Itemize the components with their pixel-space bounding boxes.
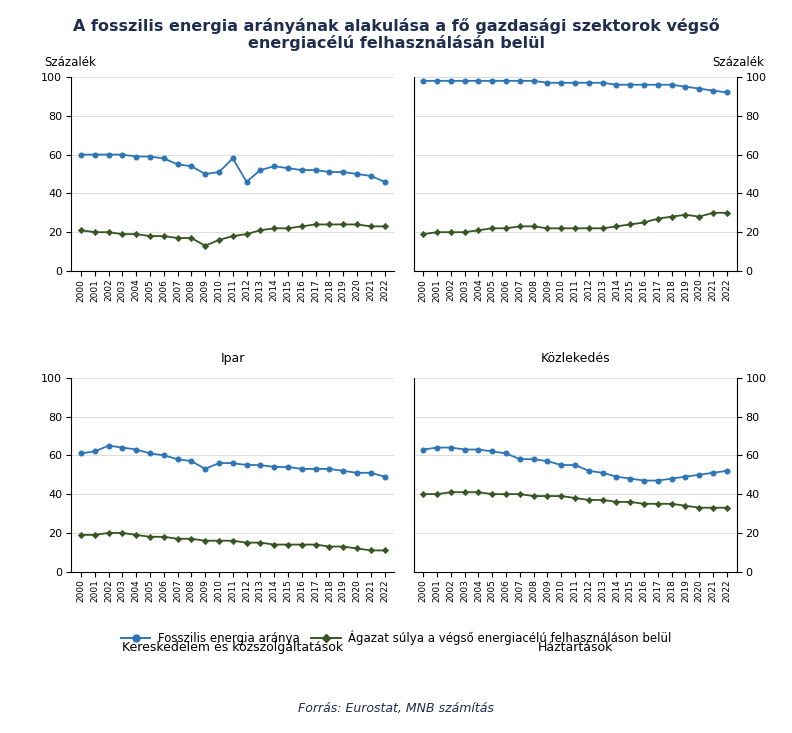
Text: A fosszilis energia arányának alakulása a fő gazdasági szektorok végső: A fosszilis energia arányának alakulása … — [73, 18, 719, 34]
Text: Forrás: Eurostat, MNB számítás: Forrás: Eurostat, MNB számítás — [298, 701, 494, 715]
X-axis label: Háztartások: Háztartások — [538, 641, 613, 654]
Legend: Fosszilis energia aránya, Ágazat súlya a végső energiacélú felhasználáson belül: Fosszilis energia aránya, Ágazat súlya a… — [116, 626, 676, 650]
Text: Százalék: Százalék — [712, 56, 764, 69]
Text: energiacélú felhasználásán belül: energiacélú felhasználásán belül — [247, 35, 545, 51]
Text: Százalék: Százalék — [44, 56, 96, 69]
Text: Közlekedés: Közlekedés — [540, 353, 610, 366]
Text: Ipar: Ipar — [220, 353, 245, 366]
X-axis label: Kereskedelem és közszolgáltatások: Kereskedelem és közszolgáltatások — [122, 641, 343, 654]
